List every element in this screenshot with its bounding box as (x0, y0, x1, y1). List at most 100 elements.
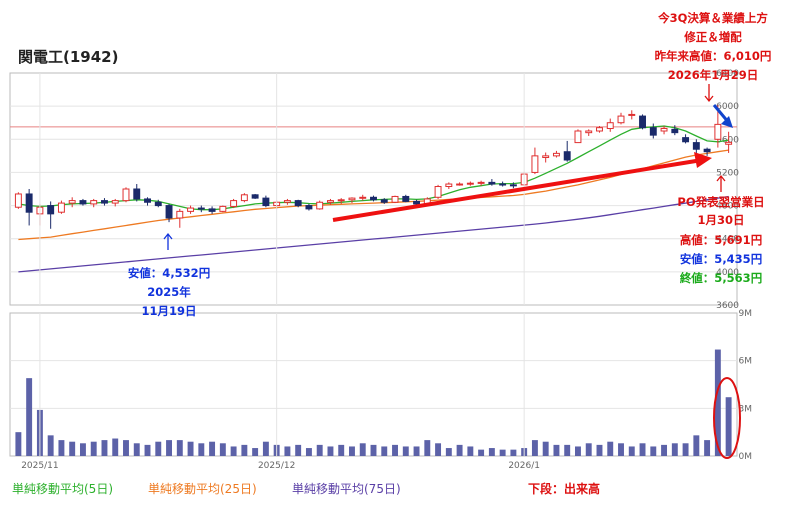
candle (25, 189, 33, 226)
candle (725, 131, 733, 153)
candle-body (47, 205, 55, 215)
candle (316, 200, 324, 210)
candle-body (585, 130, 593, 134)
candle (187, 205, 195, 214)
legend-ma25: 単純移動平均(25日) (148, 482, 257, 496)
volume-bar (402, 446, 409, 456)
candle-body (703, 148, 711, 153)
volume-bar (499, 449, 506, 456)
price-tick-label: 4000 (716, 268, 739, 278)
candle (359, 194, 367, 201)
volume-bar (714, 349, 721, 456)
candle (617, 112, 625, 125)
candle-body (499, 183, 507, 186)
volume-bar (155, 441, 162, 456)
candle-body (671, 128, 679, 134)
candle-body (617, 115, 625, 124)
candle (488, 179, 496, 186)
candle (574, 129, 582, 144)
candle-body (111, 200, 119, 204)
volume-tick-label: 9M (739, 309, 753, 319)
date-tick-label: 2025/12 (258, 461, 295, 471)
volume-bar (618, 443, 624, 456)
candle-body (359, 196, 367, 199)
volume-tick-label: 0M (739, 452, 753, 462)
volume-bar (58, 440, 65, 456)
latest-annotation-line-5: 終値：5,563円 (680, 271, 762, 285)
candle-body (101, 200, 108, 204)
candle (649, 123, 657, 139)
volume-bars (15, 349, 732, 456)
candle-body (596, 127, 603, 132)
candlesticks (14, 105, 733, 229)
candle-body (456, 183, 464, 186)
candle (682, 134, 690, 144)
candle-body (402, 195, 410, 202)
candle (90, 198, 98, 208)
candle (596, 126, 603, 133)
volume-bar (370, 444, 377, 456)
volume-bar (26, 378, 33, 456)
volume-bar (671, 443, 678, 456)
candle-body (68, 200, 76, 204)
candle-body (14, 193, 22, 208)
peak-arrow-icon (704, 84, 714, 103)
candle (380, 198, 388, 204)
volume-bar (531, 440, 538, 456)
trend-arrow (332, 152, 712, 222)
volume-bar (585, 443, 592, 456)
volume-bar (413, 446, 420, 456)
candle (703, 147, 711, 156)
volume-bar (262, 441, 269, 456)
candle-body (262, 197, 270, 207)
volume-bar (284, 446, 291, 456)
candle (542, 152, 550, 163)
price-tick-label: 6000 (716, 102, 739, 112)
candle (154, 199, 162, 208)
candle-body (337, 199, 345, 202)
volume-bar (704, 440, 711, 456)
candle-body (574, 130, 582, 144)
candle (370, 195, 377, 202)
peak-annotation: 今3Q決算＆業績上方 修正＆増配 昨年来高値：6,010円 2026年1月29日 (655, 11, 772, 82)
price-tick-label: 5200 (716, 168, 739, 178)
volume-bar (435, 443, 442, 456)
date-tick-label: 2025/11 (21, 461, 58, 471)
candle-body (144, 198, 151, 203)
ma-line-25d (18, 149, 729, 241)
candle-body (445, 183, 453, 188)
latest-annotation: PO発表翌営業日 1月30日 高値：5,691円 安値：5,435円 終値：5,… (677, 195, 764, 285)
volume-bar (575, 446, 581, 456)
candle (552, 150, 560, 158)
volume-bar (445, 448, 452, 456)
candle-body (725, 141, 733, 145)
candle (606, 118, 614, 132)
volume-bar (123, 440, 129, 456)
volume-bar (209, 441, 216, 456)
volume-bar (219, 443, 226, 456)
ma-line-75d (18, 195, 729, 273)
candle (101, 198, 108, 206)
candle (122, 187, 130, 203)
candle-body (434, 186, 442, 198)
latest-annotation-line-1: PO発表翌営業日 (677, 195, 764, 209)
volume-highlight-circle (713, 377, 741, 459)
chart-title: 関電工(1942) (18, 48, 118, 66)
candle (230, 198, 238, 209)
blue-pointer-arrow (712, 104, 733, 128)
volume-bar (488, 448, 495, 456)
volume-bar (381, 446, 388, 456)
candle (326, 198, 334, 205)
candle-body (466, 182, 474, 185)
volume-bar (392, 444, 398, 456)
volume-tick-label: 3M (739, 404, 753, 414)
volume-bar (467, 446, 474, 456)
candle (14, 192, 22, 209)
candle-body (326, 200, 334, 203)
volume-bar (187, 441, 194, 456)
candle-body (509, 184, 517, 187)
candle-body (208, 208, 216, 212)
candle (402, 194, 410, 203)
date-tick-label: 2026/1 (508, 461, 540, 471)
candle-body (552, 152, 560, 157)
